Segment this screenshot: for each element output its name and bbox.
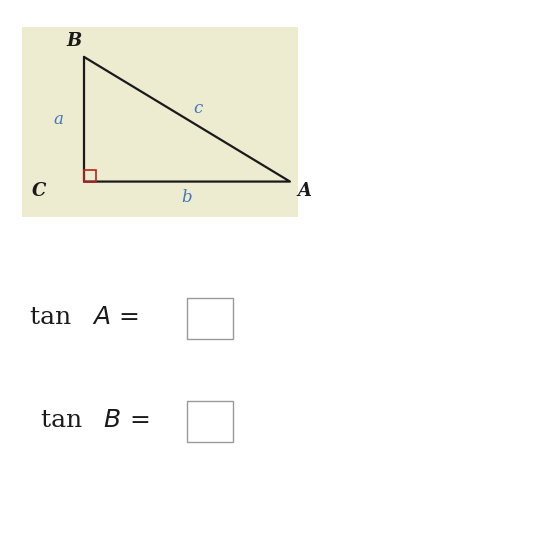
Text: tan: tan [41,409,87,431]
Text: c: c [193,100,203,117]
Text: B: B [67,31,82,50]
Text: =: = [114,306,140,328]
Text: C: C [32,182,46,200]
Text: $\it{A}$: $\it{A}$ [92,306,111,328]
Bar [84,170,96,182]
Text: tan: tan [30,306,76,328]
Bar [187,401,233,442]
Bar [187,298,233,339]
Text: $\it{B}$: $\it{B}$ [103,409,121,431]
Text: =: = [125,409,151,431]
Bar [22,27,298,217]
Text: a: a [54,111,63,128]
Text: A: A [298,182,312,200]
Text: b: b [182,189,192,207]
